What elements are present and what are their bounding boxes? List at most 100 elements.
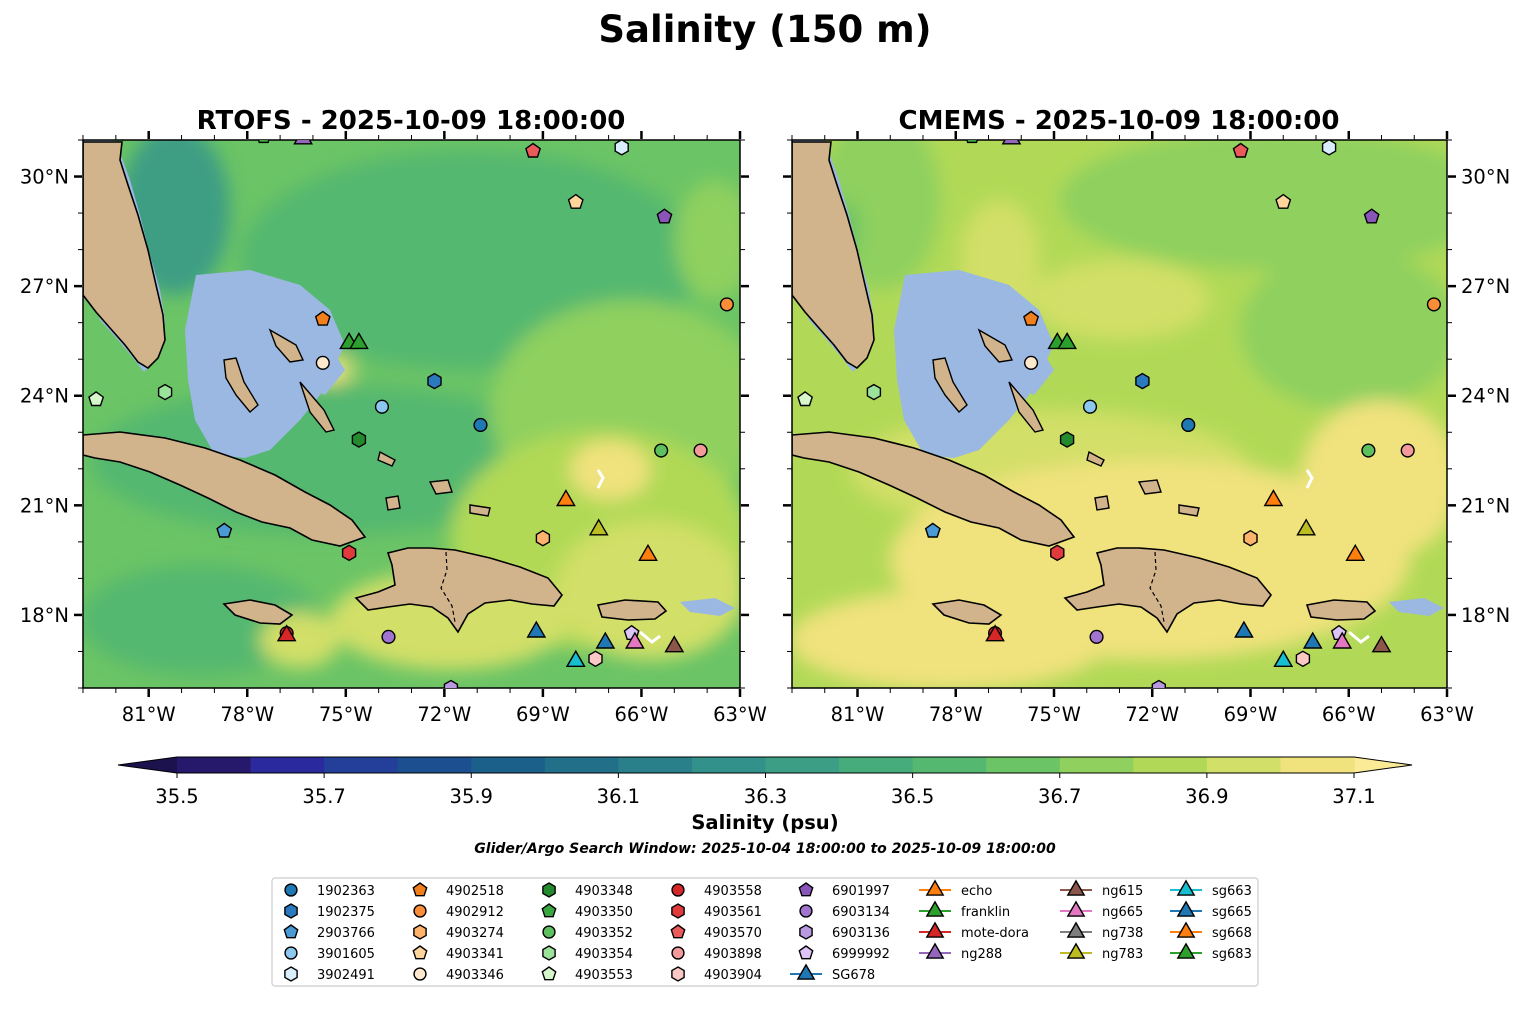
legend-label: ng615	[1102, 884, 1143, 899]
colorbar-level	[986, 757, 1061, 773]
legend-marker	[925, 879, 945, 896]
legend-marker	[284, 883, 298, 897]
legend-marker	[925, 900, 945, 917]
legend-item: sg663	[1170, 879, 1252, 899]
legend-item: 6901997	[798, 882, 890, 899]
rtofs-panel-title: RTOFS - 2025-10-09 18:00:00	[197, 106, 626, 136]
marker-2903766	[924, 522, 941, 538]
legend-label: 6903136	[832, 926, 890, 941]
legend-label: 4903553	[575, 968, 633, 983]
legend-label: 1902363	[317, 884, 375, 899]
colorbar-extend-max	[1354, 757, 1412, 773]
legend-item: 4903346	[413, 967, 504, 983]
legend-label: 4903346	[446, 968, 504, 983]
legend-marker	[542, 925, 556, 939]
legend-label: 4903354	[575, 947, 633, 962]
y-tick-label: 18°N	[20, 604, 69, 627]
marker-sg683	[349, 331, 369, 350]
colorbar-level	[324, 757, 399, 773]
marker-4903898	[693, 443, 708, 458]
legend-marker	[1176, 900, 1196, 917]
legend-label: SG678	[832, 968, 875, 983]
legend-marker	[671, 946, 685, 960]
colorbar-level	[1133, 757, 1208, 773]
legend-marker	[1066, 921, 1086, 938]
y-tick-label: 27°N	[1461, 275, 1510, 298]
marker-sg665	[1302, 631, 1323, 649]
colorbar-level	[397, 757, 472, 773]
legend-item: mote-dora	[919, 921, 1029, 941]
legend-label: 3901605	[317, 947, 375, 962]
legend-item: 4903904	[671, 966, 762, 983]
colorbar-level	[177, 757, 252, 773]
cmems-marker-group	[797, 140, 1441, 688]
marker-4903348	[1059, 431, 1075, 448]
legend-label: 4903341	[446, 947, 504, 962]
marker-ng665	[624, 631, 645, 649]
legend-marker	[541, 966, 557, 981]
x-tick-label: 66°W	[615, 703, 669, 726]
legend-item: SG678	[790, 963, 875, 983]
legend-item: 4903341	[412, 945, 504, 962]
legend: 1902363 1902375 2903766 3901605 3902491 49025…	[271, 877, 1259, 987]
marker-echo	[1263, 489, 1284, 507]
marker-4902912	[1426, 297, 1441, 312]
colorbar-extend-min	[118, 757, 177, 773]
colorbar-level	[544, 757, 619, 773]
marker-6903136	[443, 679, 459, 688]
marker-4903561	[341, 544, 357, 562]
marker-4903348	[351, 431, 367, 448]
marker-ng288	[293, 140, 314, 145]
x-tick-label: 75°W	[319, 703, 373, 726]
marker-4903274	[1243, 529, 1258, 547]
legend-item: 6903134	[799, 904, 890, 920]
marker-4903561	[1050, 544, 1065, 562]
legend-item: 4903570	[670, 924, 762, 941]
legend-marker	[284, 903, 298, 919]
colorbar-label: Salinity (psu)	[691, 811, 838, 834]
y-tick-label: 30°N	[1461, 166, 1510, 189]
legend-marker	[542, 945, 556, 961]
colorbar-tick-label: 36.5	[891, 785, 934, 808]
legend-label: 4903558	[704, 884, 762, 899]
x-tick-label: 78°W	[220, 703, 274, 726]
legend-marker	[413, 904, 427, 918]
legend-label: 4903352	[575, 926, 633, 941]
marker-4903553	[797, 391, 814, 407]
marker-4903346	[1023, 355, 1039, 370]
legend-label: mote-dora	[961, 926, 1029, 941]
legend-item: 4903558	[671, 883, 762, 899]
marker-sg668	[638, 543, 658, 561]
marker-4903350	[966, 140, 979, 144]
y-tick-label: 30°N	[20, 166, 69, 189]
marker-4903346	[315, 355, 330, 370]
legend-label: ng783	[1102, 947, 1143, 962]
marker-3901605	[374, 399, 390, 414]
marker-4903352	[654, 443, 669, 458]
marker-4902518	[314, 310, 331, 326]
marker-sg683	[1057, 332, 1078, 350]
marker-sg678	[526, 620, 547, 638]
marker-ng665	[1332, 631, 1353, 649]
legend-box	[271, 877, 1259, 987]
x-tick-label: 81°W	[831, 703, 885, 726]
marker-sg663	[1273, 649, 1294, 667]
legend-item: 4903561	[671, 903, 762, 920]
rtofs-marker-group	[88, 140, 734, 688]
colorbar-tick-label: 36.1	[597, 785, 640, 808]
legend-label: 4903898	[704, 947, 762, 962]
cmems-land-layer	[792, 140, 1444, 644]
x-tick-label: 81°W	[122, 703, 176, 726]
marker-6903136	[1151, 679, 1166, 688]
legend-marker	[413, 967, 427, 981]
legend-marker	[796, 963, 816, 980]
legend-label: ng738	[1102, 926, 1143, 941]
marker-echo	[555, 489, 576, 507]
legend-marker	[1176, 921, 1196, 938]
y-tick-label: 24°N	[1461, 385, 1510, 408]
legend-label: ng288	[961, 947, 1002, 962]
legend-label: 4903350	[575, 905, 633, 920]
marker-1902363	[1181, 417, 1196, 433]
legend-label: 4903348	[575, 884, 633, 899]
